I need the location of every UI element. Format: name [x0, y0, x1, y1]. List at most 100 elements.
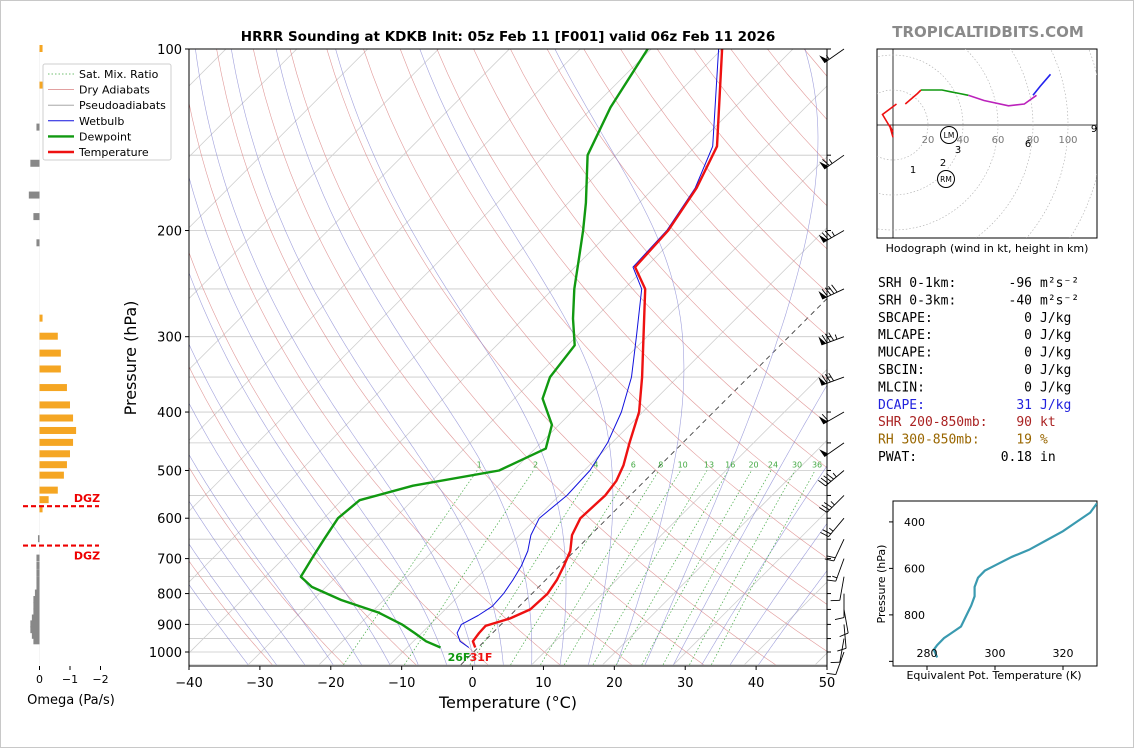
y-tick-label: 1000	[149, 646, 182, 661]
theta-y-tick-label: 400	[904, 516, 925, 529]
chart-title: HRRR Sounding at KDKB Init: 05z Feb 11 […	[241, 29, 775, 45]
omega-bar	[36, 569, 39, 576]
omega-bar	[40, 427, 77, 434]
omega-tick-label: −1	[62, 673, 78, 686]
mixing-ratio-line	[616, 471, 728, 665]
barb-flag	[827, 580, 836, 581]
index-unit: J/kg	[1040, 363, 1071, 378]
theta-x-tick-label: 320	[1053, 647, 1074, 660]
omega-bar	[40, 82, 43, 89]
wind-barb	[819, 155, 844, 169]
hodo-height-label: 3	[955, 145, 961, 156]
omega-bar	[40, 472, 64, 479]
omega-bar	[40, 45, 43, 52]
y-tick-label: 100	[157, 43, 182, 58]
omega-bar	[33, 596, 39, 603]
mixing-ratio-label: 16	[725, 460, 735, 469]
omega-bar	[38, 535, 40, 542]
wetbulb-line	[457, 49, 718, 648]
mixing-ratio-label: 36	[812, 460, 822, 469]
legend-label: Temperature	[78, 146, 149, 159]
brand-watermark: TROPICALTIDBITS.COM	[892, 23, 1084, 41]
omega-tick-label: −2	[92, 673, 108, 686]
wind-barb	[818, 333, 844, 345]
barb-half	[833, 473, 836, 477]
barb-flag	[825, 334, 830, 342]
dewpoint-line	[301, 49, 648, 648]
temperature-line	[473, 49, 722, 648]
mixing-ratio-line	[470, 471, 594, 665]
x-tick-label: −10	[388, 676, 415, 691]
dgz-label-bottom: DGZ	[74, 550, 100, 563]
index-label: MUCAPE:	[878, 346, 933, 361]
pseudo-adiabat	[555, 49, 684, 665]
barb-flag	[827, 673, 836, 674]
index-label: SHR 200-850mb:	[878, 415, 988, 430]
index-label: SBCIN:	[878, 363, 925, 378]
omega-bar	[36, 576, 39, 583]
index-unit: m²s⁻²	[1040, 276, 1079, 291]
legend-label: Dry Adiabats	[79, 84, 150, 97]
omega-bar	[36, 239, 39, 246]
wind-barb	[831, 639, 844, 663]
index-label: SRH 0-1km:	[878, 276, 956, 291]
omega-bar	[40, 450, 71, 457]
index-label: SBCAPE:	[878, 311, 933, 326]
index-value: -40	[1009, 293, 1032, 308]
surface-temperature-label: 31F	[470, 651, 493, 664]
index-label: DCAPE:	[878, 398, 925, 413]
mixing-ratio-label: 1	[477, 460, 482, 469]
index-label: RH 300-850mb:	[878, 433, 980, 448]
x-tick-label: 30	[677, 676, 694, 691]
wind-barb	[819, 412, 844, 424]
theta-e-x-label: Equivalent Pot. Temperature (K)	[906, 669, 1081, 682]
y-tick-label: 400	[157, 406, 182, 421]
index-value: 31	[1016, 398, 1032, 413]
omega-axis-label: Omega (Pa/s)	[27, 693, 115, 708]
index-label: SRH 0-3km:	[878, 293, 956, 308]
barb-half	[831, 501, 835, 505]
theta-y-tick-label: 600	[904, 562, 925, 575]
hodo-marker-label: LM	[944, 131, 955, 140]
barb-flag	[822, 505, 830, 510]
y-axis-label: Pressure (hPa)	[121, 301, 140, 416]
index-unit: %	[1040, 433, 1048, 448]
mixing-ratio-label: 2	[533, 460, 538, 469]
mixing-ratio-label: 24	[768, 460, 778, 469]
barb-shaft	[826, 470, 844, 485]
profile-lines	[301, 49, 722, 648]
dry-adiabat	[290, 49, 776, 665]
wind-barb	[819, 49, 844, 63]
index-value: 0	[1024, 363, 1032, 378]
mixing-ratio-line	[711, 471, 815, 665]
hodograph-caption: Hodograph (wind in kt, height in km)	[886, 242, 1089, 255]
x-tick-label: −30	[246, 676, 273, 691]
barb-shaft	[834, 539, 844, 561]
hodo-range-label: 100	[1058, 135, 1077, 146]
hodo-height-label: 9	[1091, 124, 1097, 135]
wind-barb	[827, 559, 844, 582]
barb-half	[829, 528, 833, 531]
index-value: 0	[1024, 311, 1032, 326]
barb-flag	[825, 559, 834, 561]
index-unit: m²s⁻²	[1040, 293, 1079, 308]
pseudo-adiabat	[276, 49, 532, 665]
index-unit: J/kg	[1040, 328, 1071, 343]
barb-half	[832, 576, 837, 578]
omega-bar	[40, 350, 61, 357]
barb-half	[832, 232, 835, 236]
legend-label: Wetbulb	[79, 115, 124, 128]
y-tick-label: 300	[157, 331, 182, 346]
legend-label: Pseudoadiabats	[79, 99, 166, 112]
x-tick-label: 10	[535, 676, 552, 691]
hodo-height-label: 1	[910, 165, 916, 176]
hodo-range-label: 60	[992, 135, 1005, 146]
y-tick-label: 700	[157, 553, 182, 568]
pseudo-adiabat	[166, 49, 447, 665]
isotherm	[319, 49, 935, 665]
pseudo-adiabat	[336, 49, 566, 665]
x-tick-label: 20	[606, 676, 623, 691]
